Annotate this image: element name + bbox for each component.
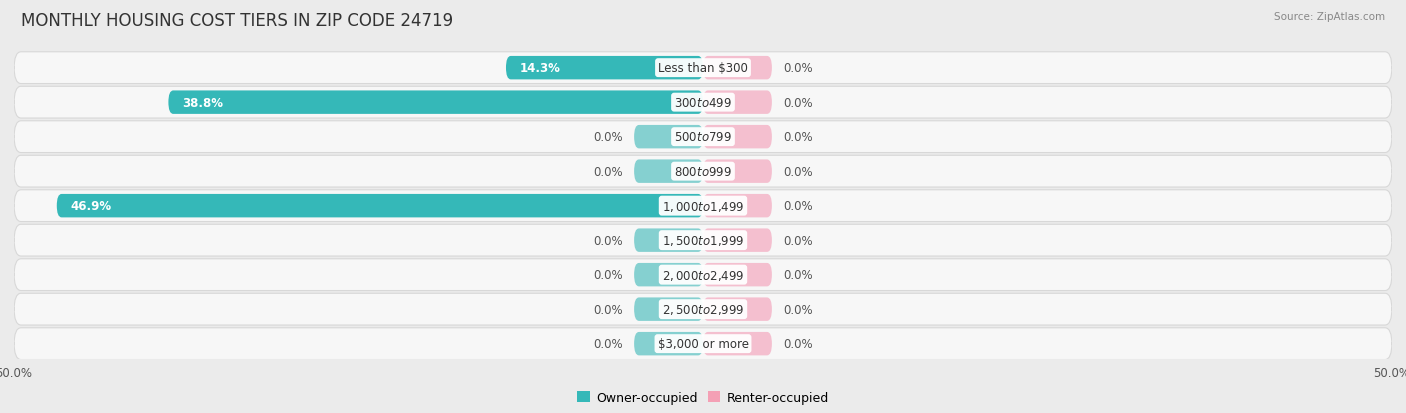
- Text: 0.0%: 0.0%: [593, 303, 623, 316]
- FancyBboxPatch shape: [14, 328, 1392, 360]
- FancyBboxPatch shape: [506, 57, 703, 80]
- FancyBboxPatch shape: [634, 126, 703, 149]
- FancyBboxPatch shape: [634, 229, 703, 252]
- Text: 0.0%: 0.0%: [783, 234, 813, 247]
- FancyBboxPatch shape: [703, 263, 772, 287]
- Text: MONTHLY HOUSING COST TIERS IN ZIP CODE 24719: MONTHLY HOUSING COST TIERS IN ZIP CODE 2…: [21, 12, 453, 30]
- Text: 0.0%: 0.0%: [593, 337, 623, 350]
- FancyBboxPatch shape: [169, 91, 703, 114]
- Text: 0.0%: 0.0%: [783, 165, 813, 178]
- Text: 0.0%: 0.0%: [593, 131, 623, 144]
- FancyBboxPatch shape: [634, 263, 703, 287]
- FancyBboxPatch shape: [703, 229, 772, 252]
- Text: 38.8%: 38.8%: [183, 96, 224, 109]
- FancyBboxPatch shape: [14, 225, 1392, 256]
- FancyBboxPatch shape: [703, 160, 772, 183]
- Text: 0.0%: 0.0%: [783, 131, 813, 144]
- FancyBboxPatch shape: [703, 298, 772, 321]
- FancyBboxPatch shape: [634, 332, 703, 356]
- Text: $2,500 to $2,999: $2,500 to $2,999: [662, 302, 744, 316]
- Text: 0.0%: 0.0%: [783, 199, 813, 213]
- Text: $300 to $499: $300 to $499: [673, 96, 733, 109]
- Text: 0.0%: 0.0%: [783, 303, 813, 316]
- Text: 0.0%: 0.0%: [593, 234, 623, 247]
- FancyBboxPatch shape: [634, 298, 703, 321]
- Text: 0.0%: 0.0%: [593, 268, 623, 282]
- Text: 0.0%: 0.0%: [783, 268, 813, 282]
- FancyBboxPatch shape: [703, 91, 772, 114]
- Text: $1,000 to $1,499: $1,000 to $1,499: [662, 199, 744, 213]
- FancyBboxPatch shape: [14, 156, 1392, 188]
- FancyBboxPatch shape: [14, 294, 1392, 325]
- FancyBboxPatch shape: [56, 195, 703, 218]
- FancyBboxPatch shape: [634, 160, 703, 183]
- FancyBboxPatch shape: [14, 259, 1392, 291]
- Text: $500 to $799: $500 to $799: [673, 131, 733, 144]
- Text: 0.0%: 0.0%: [783, 96, 813, 109]
- FancyBboxPatch shape: [14, 121, 1392, 153]
- Text: 14.3%: 14.3%: [520, 62, 561, 75]
- Text: 0.0%: 0.0%: [783, 62, 813, 75]
- Text: Less than $300: Less than $300: [658, 62, 748, 75]
- FancyBboxPatch shape: [703, 332, 772, 356]
- Text: 0.0%: 0.0%: [593, 165, 623, 178]
- FancyBboxPatch shape: [703, 126, 772, 149]
- FancyBboxPatch shape: [14, 87, 1392, 119]
- Text: $800 to $999: $800 to $999: [673, 165, 733, 178]
- Legend: Owner-occupied, Renter-occupied: Owner-occupied, Renter-occupied: [572, 386, 834, 409]
- Text: $1,500 to $1,999: $1,500 to $1,999: [662, 234, 744, 247]
- Text: 46.9%: 46.9%: [70, 199, 111, 213]
- FancyBboxPatch shape: [703, 195, 772, 218]
- FancyBboxPatch shape: [14, 190, 1392, 222]
- Text: $3,000 or more: $3,000 or more: [658, 337, 748, 350]
- FancyBboxPatch shape: [14, 53, 1392, 84]
- Text: $2,000 to $2,499: $2,000 to $2,499: [662, 268, 744, 282]
- FancyBboxPatch shape: [703, 57, 772, 80]
- Text: 0.0%: 0.0%: [783, 337, 813, 350]
- Text: Source: ZipAtlas.com: Source: ZipAtlas.com: [1274, 12, 1385, 22]
